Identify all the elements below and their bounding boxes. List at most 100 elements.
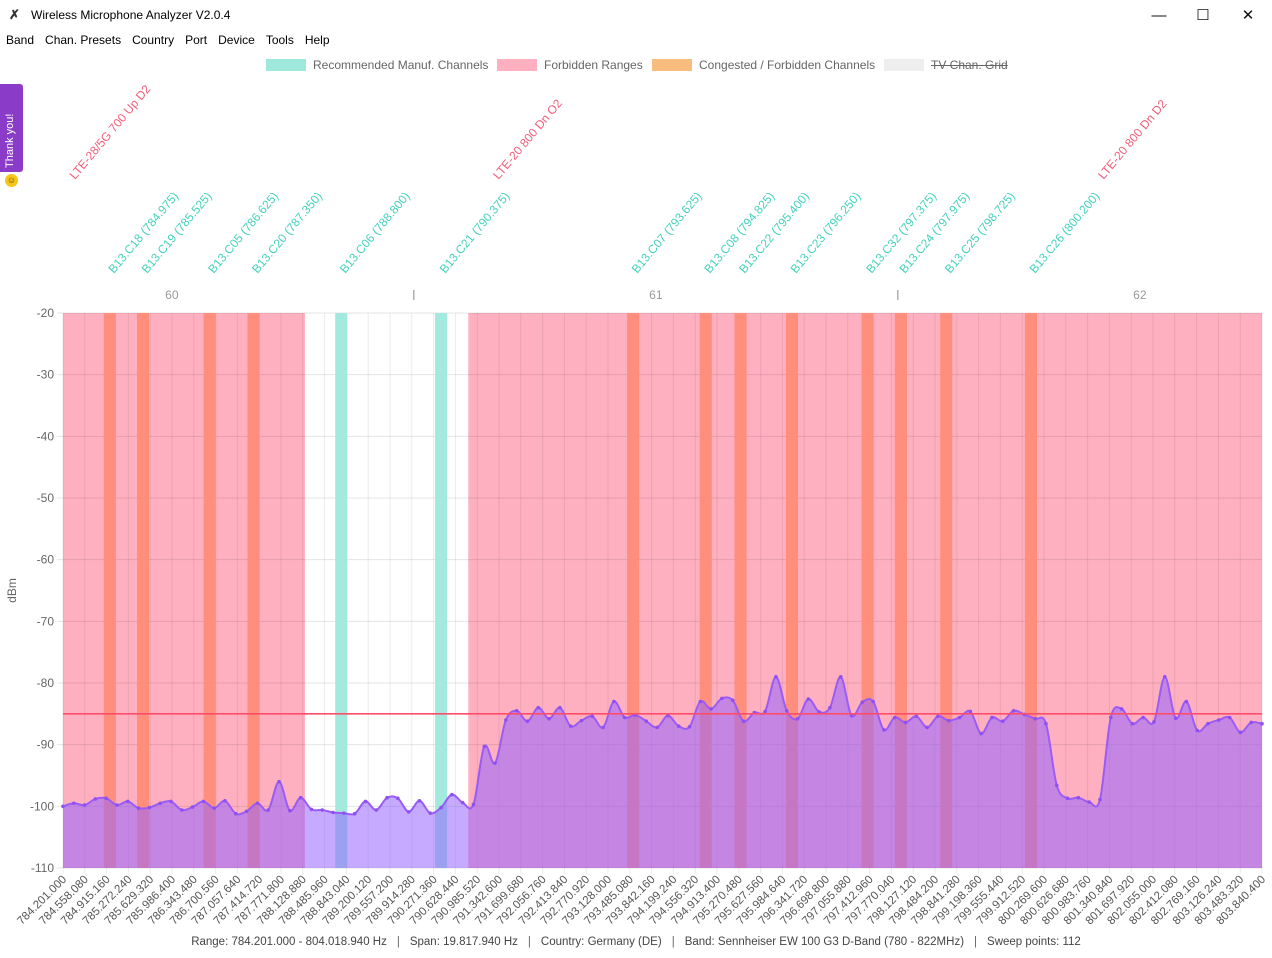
spectrum-point-55 <box>655 725 659 730</box>
forbidden-label-0: LTE-28/5G 700 Up D2 <box>67 82 154 182</box>
menu-help[interactable]: Help <box>304 33 330 47</box>
spectrum-point-106 <box>1206 721 1210 726</box>
legend-label-congested: Congested / Forbidden Channels <box>699 58 876 72</box>
y-tick-label: -100 <box>30 799 54 813</box>
minimize-button[interactable]: — <box>1151 7 1167 24</box>
legend-swatch-tv-grid <box>884 59 924 71</box>
channel-label-4: B13.C06 (788.800) <box>337 189 413 276</box>
spectrum-point-84 <box>968 709 973 714</box>
legend-item-tv-grid[interactable]: TV Chan. Grid <box>884 58 1008 72</box>
spectrum-point-17 <box>244 809 249 814</box>
maximize-button[interactable]: ☐ <box>1196 7 1210 24</box>
spectrum-point-42 <box>514 708 519 713</box>
spectrum-point-1 <box>72 801 76 806</box>
spectrum-point-88 <box>1011 708 1016 713</box>
spectrum-point-4 <box>104 796 109 801</box>
menu-band[interactable]: Band <box>6 33 35 47</box>
spectrum-point-5 <box>115 803 119 807</box>
tv-channel-label-60: 60 <box>165 288 179 302</box>
spectrum-point-60 <box>709 707 713 711</box>
y-tick-label: -90 <box>37 738 55 752</box>
spectrum-point-95 <box>1087 800 1091 804</box>
spectrum-point-29 <box>374 808 379 812</box>
menu-port[interactable]: Port <box>185 33 208 47</box>
spectrum-point-54 <box>644 719 649 724</box>
y-tick-label: -110 <box>31 861 54 875</box>
legend-label-forbidden: Forbidden Ranges <box>544 58 643 72</box>
spectrum-point-45 <box>547 716 551 721</box>
spectrum-point-59 <box>698 699 703 704</box>
spectrum-point-52 <box>622 715 627 720</box>
spectrum-point-22 <box>298 795 303 800</box>
spectrum-point-74 <box>860 700 865 704</box>
spectrum-point-51 <box>612 699 616 704</box>
legend-item-recommended[interactable]: Recommended Manuf. Channels <box>266 58 488 72</box>
spectrum-point-18 <box>255 801 260 806</box>
status-footer: Range: 784.201.000 - 804.018.940 Hz | Span… <box>191 936 1081 948</box>
legend-item-forbidden[interactable]: Forbidden Ranges <box>497 58 643 72</box>
spectrum-point-38 <box>471 802 476 807</box>
spectrum-point-34 <box>428 811 433 815</box>
spectrum-point-8 <box>147 805 152 810</box>
close-button[interactable]: ✕ <box>1241 7 1255 24</box>
spectrum-point-107 <box>1216 718 1221 722</box>
spectrum-point-58 <box>687 724 692 729</box>
spectrum-point-102 <box>1162 675 1167 679</box>
spectrum-point-49 <box>590 714 595 719</box>
spectrum-point-20 <box>277 779 281 784</box>
legend-swatch-recommended <box>266 59 306 71</box>
spectrum-point-36 <box>450 792 454 797</box>
spectrum-point-44 <box>536 705 541 710</box>
menu-tools[interactable]: Tools <box>265 33 294 47</box>
spectrum-point-92 <box>1054 783 1059 788</box>
menu-chan-presets[interactable]: Chan. Presets <box>45 33 122 47</box>
spectrum-point-85 <box>979 731 983 736</box>
status-span: Span: 19.817.940 Hz <box>409 936 518 948</box>
spectrum-chart[interactable]: -20-30-40-50-60-70-80-90-100-110dBm784.2… <box>0 0 1272 930</box>
legend-swatch-congested <box>652 59 692 71</box>
forbidden-range-0 <box>63 313 305 868</box>
menu-country[interactable]: Country <box>132 33 175 47</box>
app-logo-icon: ✗ <box>9 7 20 22</box>
spectrum-point-103 <box>1173 716 1178 720</box>
spectrum-point-28 <box>363 799 368 804</box>
spectrum-point-48 <box>579 718 584 723</box>
spectrum-point-6 <box>126 799 130 804</box>
spectrum-point-82 <box>946 718 951 723</box>
spectrum-point-37 <box>460 800 465 805</box>
channel-label-5: B13.C21 (790.375) <box>437 189 513 276</box>
menu-bar: Band Chan. Presets Country Port Device Tools H… <box>0 31 1272 51</box>
spectrum-point-69 <box>806 697 811 701</box>
status-sweep: Sweep points: 112 <box>987 936 1081 948</box>
spectrum-point-100 <box>1141 715 1145 720</box>
spectrum-point-98 <box>1119 707 1124 711</box>
tv-channel-label-61: 61 <box>649 288 663 302</box>
spectrum-point-10 <box>169 799 173 804</box>
channel-bar-0 <box>103 313 116 868</box>
legend-swatch-forbidden <box>497 59 537 71</box>
y-tick-label: -60 <box>37 553 55 567</box>
spectrum-point-86 <box>990 715 994 720</box>
spectrum-point-46 <box>558 705 562 710</box>
y-tick-label: -80 <box>37 676 55 690</box>
spectrum-point-104 <box>1184 699 1189 704</box>
menu-device[interactable]: Device <box>218 33 255 47</box>
spectrum-point-41 <box>504 718 508 722</box>
legend-label-tv-grid: TV Chan. Grid <box>931 58 1008 72</box>
spectrum-point-93 <box>1065 796 1070 801</box>
spectrum-point-7 <box>136 806 141 810</box>
spectrum-point-13 <box>201 799 206 804</box>
spectrum-point-66 <box>774 675 778 679</box>
channel-bar-2 <box>203 313 216 868</box>
spectrum-point-105 <box>1195 728 1199 733</box>
spectrum-point-50 <box>601 725 605 730</box>
spectrum-point-67 <box>784 708 789 713</box>
spectrum-point-71 <box>828 705 832 710</box>
spectrum-point-31 <box>396 796 400 801</box>
spectrum-point-33 <box>417 798 422 803</box>
spectrum-point-62 <box>730 698 735 703</box>
spectrum-point-76 <box>882 728 886 732</box>
spectrum-point-77 <box>892 715 897 720</box>
legend-item-congested[interactable]: Congested / Forbidden Channels <box>652 58 875 72</box>
thank-you-tab[interactable]: ☺ <box>0 84 23 187</box>
